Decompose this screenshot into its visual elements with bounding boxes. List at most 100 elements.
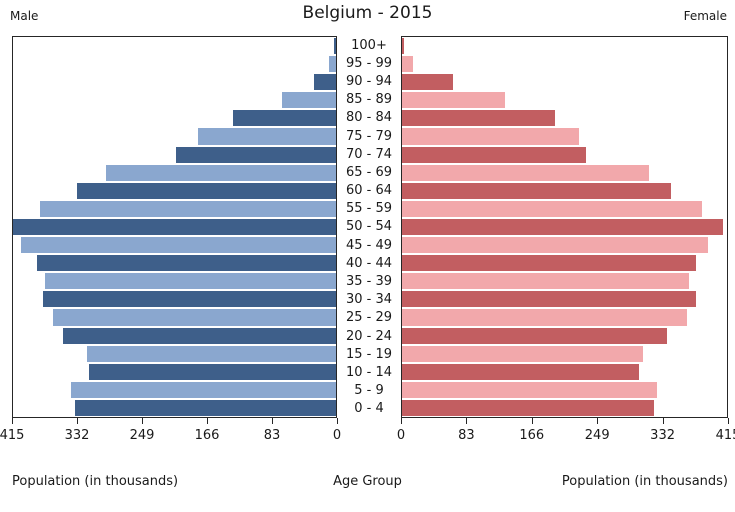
female-bar-40-44 (402, 255, 697, 272)
tick-label-415: 415 (0, 428, 25, 443)
female-row-95-99 (402, 55, 727, 73)
age-group-label-70-74: 70 - 74 (345, 146, 393, 162)
female-row-50-54 (402, 218, 727, 236)
age-group-label-30-34: 30 - 34 (345, 292, 393, 308)
tick-label-332: 332 (64, 428, 90, 443)
male-bar-90-94 (314, 74, 336, 91)
male-row-80-84 (13, 109, 336, 127)
female-bar-90-94 (402, 74, 453, 91)
male-bar-40-44 (37, 255, 336, 272)
age-group-label-15-19: 15 - 19 (345, 346, 393, 362)
male-bar-80-84 (233, 110, 336, 127)
female-bar-20-24 (402, 327, 668, 344)
age-group-label-20-24: 20 - 24 (345, 328, 393, 344)
age-group-label-10-14: 10 - 14 (345, 364, 393, 380)
female-bar-5-9 (402, 381, 657, 398)
male-bar-45-49 (20, 237, 336, 254)
female-bars-panel (401, 36, 728, 418)
age-group-label-80-84: 80 - 84 (345, 110, 393, 126)
male-bar-10-14 (88, 363, 336, 380)
age-group-label-60-64: 60 - 64 (345, 183, 393, 199)
male-bar-0-4 (74, 399, 336, 416)
female-row-100+ (402, 37, 727, 55)
age-group-label-65-69: 65 - 69 (345, 164, 393, 180)
male-bar-35-39 (44, 273, 336, 290)
tick-mark-249 (142, 418, 143, 424)
male-bar-50-54 (13, 218, 336, 236)
male-row-40-44 (13, 254, 336, 272)
male-row-20-24 (13, 327, 336, 345)
female-row-85-89 (402, 91, 727, 109)
male-bar-55-59 (40, 200, 336, 217)
male-row-25-29 (13, 308, 336, 326)
male-bar-85-89 (281, 92, 336, 109)
female-bar-95-99 (402, 56, 413, 73)
female-row-15-19 (402, 345, 727, 363)
female-row-75-79 (402, 127, 727, 145)
female-row-0-4 (402, 399, 727, 417)
female-bar-45-49 (402, 237, 709, 254)
tick-mark-0 (337, 418, 338, 424)
male-row-70-74 (13, 146, 336, 164)
male-bar-60-64 (76, 182, 336, 199)
age-group-label-40-44: 40 - 44 (345, 255, 393, 271)
male-row-65-69 (13, 164, 336, 182)
age-group-label-0-4: 0 - 4 (354, 401, 384, 417)
tick-mark-415 (728, 418, 729, 424)
female-x-axis-ticks: 0 83 166 249 332 415 (397, 418, 735, 454)
female-bar-30-34 (402, 291, 696, 308)
age-group-label-100+: 100+ (351, 37, 387, 53)
female-row-90-94 (402, 73, 727, 91)
female-row-45-49 (402, 236, 727, 254)
female-row-5-9 (402, 381, 727, 399)
male-row-55-59 (13, 200, 336, 218)
age-group-label-5-9: 5 - 9 (354, 383, 384, 399)
tick-mark-415 (12, 418, 13, 424)
tick-label-332: 332 (650, 428, 676, 443)
female-row-55-59 (402, 200, 727, 218)
female-axis-caption: Population (in thousands) (561, 474, 728, 489)
female-row-40-44 (402, 254, 727, 272)
tick-label-166: 166 (519, 428, 545, 443)
male-bar-65-69 (105, 164, 336, 181)
male-row-85-89 (13, 91, 336, 109)
female-bar-25-29 (402, 309, 688, 326)
male-side-label: Male (10, 9, 39, 23)
female-bar-60-64 (402, 182, 671, 199)
tick-mark-83 (466, 418, 468, 424)
chart-title: Belgium - 2015 (302, 3, 433, 23)
female-row-65-69 (402, 164, 727, 182)
female-row-70-74 (402, 146, 727, 164)
age-group-label-95-99: 95 - 99 (345, 55, 393, 71)
female-row-30-34 (402, 290, 727, 308)
age-group-label-55-59: 55 - 59 (345, 201, 393, 217)
age-group-labels-column: 100+ 95 - 99 90 - 94 85 - 89 80 - 84 75 - 79 7… (337, 36, 401, 418)
female-bar-55-59 (402, 200, 702, 217)
tick-mark-166 (531, 418, 533, 424)
age-group-label-85-89: 85 - 89 (345, 92, 393, 108)
female-bar-75-79 (402, 128, 579, 145)
male-row-10-14 (13, 363, 336, 381)
tick-label-0: 0 (332, 428, 342, 443)
male-axis-caption: Population (in thousands) (12, 474, 179, 489)
male-row-100+ (13, 37, 336, 55)
tick-mark-83 (272, 418, 273, 424)
female-bar-10-14 (402, 363, 639, 380)
tick-mark-332 (662, 418, 664, 424)
male-row-75-79 (13, 127, 336, 145)
male-row-30-34 (13, 290, 336, 308)
female-bar-15-19 (402, 345, 644, 362)
female-bar-100+ (402, 38, 405, 55)
male-bar-75-79 (198, 128, 336, 145)
age-group-label-90-94: 90 - 94 (345, 73, 393, 89)
female-row-80-84 (402, 109, 727, 127)
age-group-label-50-54: 50 - 54 (345, 219, 393, 235)
tick-label-166: 166 (194, 428, 220, 443)
female-row-20-24 (402, 327, 727, 345)
age-group-label-35-39: 35 - 39 (345, 274, 393, 290)
tick-mark-0 (401, 418, 402, 424)
tick-mark-166 (207, 418, 208, 424)
male-bar-100+ (334, 38, 336, 55)
male-row-45-49 (13, 236, 336, 254)
